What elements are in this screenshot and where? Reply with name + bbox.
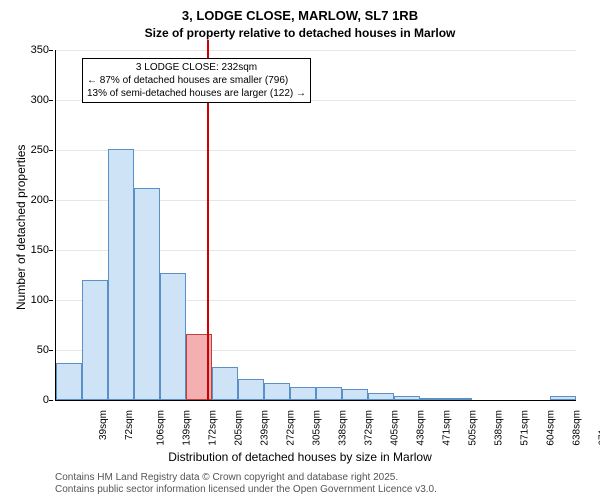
- bar: [368, 393, 394, 400]
- x-tick-label: 72sqm: [124, 410, 135, 440]
- bar: [394, 396, 420, 400]
- x-tick-label: 305sqm: [312, 410, 323, 446]
- x-tick-label: 39sqm: [98, 410, 109, 440]
- bar: [316, 387, 342, 400]
- bar: [420, 398, 446, 400]
- attribution-line2: Contains public sector information licen…: [55, 484, 437, 496]
- x-tick-label: 471sqm: [442, 410, 453, 446]
- bar: [238, 379, 264, 400]
- bar: [550, 396, 576, 400]
- x-tick-label: 438sqm: [416, 410, 427, 446]
- y-tick-label: 100: [19, 294, 49, 306]
- bar: [134, 188, 160, 400]
- annotation-title: 3 LODGE CLOSE: 232sqm: [87, 61, 306, 74]
- annotation-smaller: ← 87% of detached houses are smaller (79…: [87, 74, 306, 87]
- y-tick-label: 150: [19, 244, 49, 256]
- x-tick-label: 106sqm: [156, 410, 167, 446]
- gridline: [56, 50, 576, 51]
- attribution-text: Contains HM Land Registry data © Crown c…: [55, 472, 437, 496]
- gridline: [56, 150, 576, 151]
- x-tick-label: 538sqm: [494, 410, 505, 446]
- chart-title-line2: Size of property relative to detached ho…: [0, 26, 600, 40]
- annotation-larger: 13% of semi-detached houses are larger (…: [87, 87, 306, 100]
- x-tick-label: 272sqm: [286, 410, 297, 446]
- attribution-line1: Contains HM Land Registry data © Crown c…: [55, 472, 437, 484]
- y-tick-label: 300: [19, 94, 49, 106]
- bar: [290, 387, 316, 400]
- annotation-box: 3 LODGE CLOSE: 232sqm ← 87% of detached …: [82, 58, 311, 103]
- bar: [108, 149, 134, 400]
- x-tick-label: 405sqm: [390, 410, 401, 446]
- plot-area: 3 LODGE CLOSE: 232sqm ← 87% of detached …: [55, 50, 576, 401]
- bar: [446, 398, 472, 400]
- y-tick-label: 250: [19, 144, 49, 156]
- x-tick-label: 205sqm: [234, 410, 245, 446]
- x-tick-label: 139sqm: [182, 410, 193, 446]
- x-tick-label: 505sqm: [468, 410, 479, 446]
- x-tick-label: 604sqm: [546, 410, 557, 446]
- chart-container: 3, LODGE CLOSE, MARLOW, SL7 1RB Size of …: [0, 0, 600, 500]
- bar: [264, 383, 290, 400]
- x-tick-label: 239sqm: [260, 410, 271, 446]
- bar: [82, 280, 108, 400]
- x-tick-label: 372sqm: [364, 410, 375, 446]
- bar: [212, 367, 238, 400]
- y-axis-label: Number of detached properties: [14, 145, 28, 310]
- bar: [56, 363, 82, 400]
- x-tick-label: 338sqm: [338, 410, 349, 446]
- bar: [160, 273, 186, 400]
- y-tick-label: 0: [19, 394, 49, 406]
- chart-title-line1: 3, LODGE CLOSE, MARLOW, SL7 1RB: [0, 8, 600, 23]
- y-tick-label: 350: [19, 44, 49, 56]
- x-axis-label: Distribution of detached houses by size …: [0, 450, 600, 464]
- bar: [342, 389, 368, 400]
- x-tick-label: 638sqm: [572, 410, 583, 446]
- x-tick-label: 172sqm: [208, 410, 219, 446]
- y-tick-label: 200: [19, 194, 49, 206]
- x-tick-label: 571sqm: [520, 410, 531, 446]
- y-tick-label: 50: [19, 344, 49, 356]
